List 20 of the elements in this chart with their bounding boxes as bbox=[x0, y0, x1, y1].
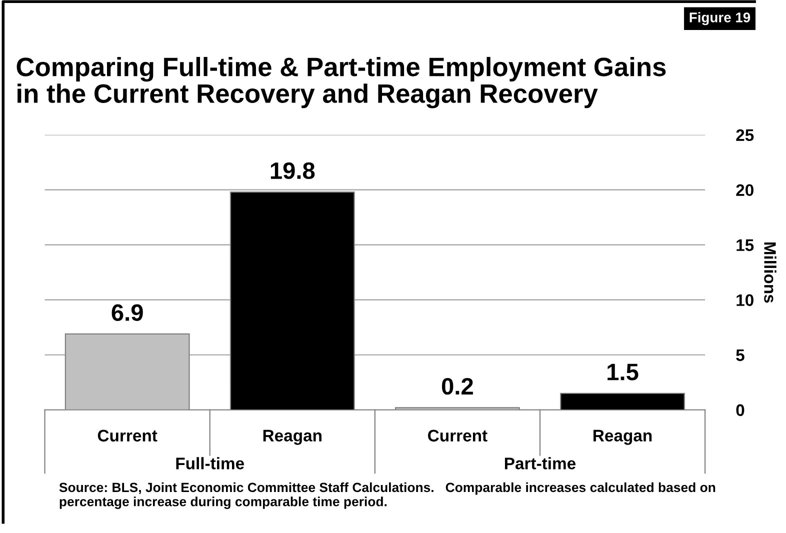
text: Full-time bbox=[176, 457, 244, 470]
chart-title: Comparing Full-time & Part-time Employment Gains in the Current Recovery and Reagan Recovery bbox=[16, 56, 666, 108]
y-tick-label: 20 bbox=[736, 184, 754, 196]
y-tick-label: 10 bbox=[736, 294, 754, 306]
data-label: 1.5 bbox=[608, 364, 638, 380]
x-tick-label: Reagan bbox=[263, 430, 322, 445]
y-tick-label: 0 bbox=[736, 404, 744, 416]
text: Part-time bbox=[504, 457, 576, 470]
source-note: Source: BLS, Joint Economic Committee Staff Calculations. Comparable increases calculated based on percentage increase during comparable time period. bbox=[59, 482, 716, 509]
caption: Figure 19 bbox=[690, 12, 750, 26]
data-label: 19.8 bbox=[270, 162, 315, 180]
data-label: 6.9 bbox=[112, 304, 143, 321]
x-tick-label: Current bbox=[98, 430, 158, 442]
x-tick-label: Current bbox=[428, 430, 488, 442]
x-tick-label: Reagan bbox=[594, 430, 652, 445]
y-tick-label: 5 bbox=[736, 349, 744, 362]
y-axis-title: Millions bbox=[764, 242, 776, 303]
data-label: 0.2 bbox=[442, 378, 473, 395]
y-tick-label: 15 bbox=[736, 239, 754, 252]
y-tick-label: 25 bbox=[736, 129, 754, 142]
